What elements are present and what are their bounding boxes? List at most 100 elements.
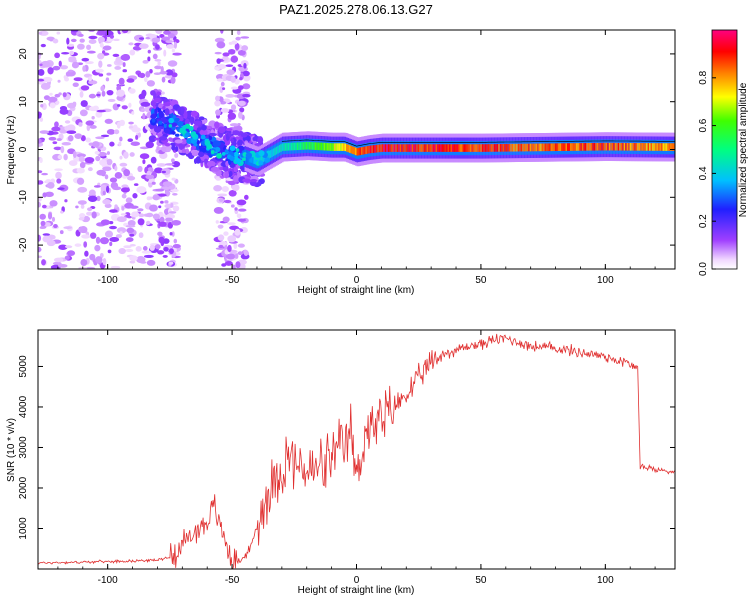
spectrogram-noise-blob [120, 54, 131, 61]
spectrogram-transition-blob [154, 108, 158, 115]
spectrogram-noise-blob [146, 220, 151, 225]
spectrogram-noise-blob [107, 249, 112, 254]
spectrogram-noise-blob [140, 101, 151, 107]
spectrogram-transition-blob [159, 136, 167, 141]
spectrogram-noise-blob [214, 51, 222, 55]
spectrogram-noise-blob [52, 261, 62, 266]
spectrogram-noise-blob [88, 80, 98, 85]
spectrogram-noise-blob [78, 122, 83, 127]
spectrogram-ridge-blob [204, 140, 211, 146]
spectrogram-noise-blob [38, 170, 43, 174]
spectrogram-transition-blob [204, 148, 212, 154]
spectrogram-noise-blob [42, 235, 51, 243]
spectrogram-noise-blob [142, 246, 148, 251]
spectrogram-noise-blob [38, 78, 45, 82]
colorbar-tick-label: 0.8 [698, 70, 709, 84]
spectrogram-noise-blob [163, 49, 167, 57]
spectrogram-noise-blob [119, 162, 128, 167]
spectrogram-noise-blob [72, 151, 77, 159]
spectrogram-ridge-blob [186, 138, 193, 145]
spectrogram-ridge-blob [168, 124, 173, 128]
spectrogram-transition-blob [237, 139, 243, 146]
spectrogram-noise-blob [40, 60, 51, 68]
spectrogram-noise-blob [78, 216, 85, 221]
spectrogram-noise-blob [124, 212, 131, 218]
spectrogram-noise-blob [222, 52, 230, 57]
spectrogram-noise-blob [149, 204, 158, 212]
spectrogram-noise-blob [216, 78, 224, 82]
spectrogram-noise-blob [157, 60, 161, 67]
spectrogram-noise-blob [215, 220, 219, 224]
spectrogram-noise-blob [64, 245, 73, 249]
spectrogram-noise-blob [149, 244, 155, 251]
spectrogram-noise-blob [123, 151, 129, 159]
spectrogram-noise-blob [162, 254, 168, 258]
spectrogram-noise-blob [74, 133, 83, 140]
spectrogram-transition-blob [175, 146, 179, 152]
spectrogram-noise-blob [118, 141, 122, 147]
spectrogram-noise-blob [173, 41, 178, 49]
spectrogram-noise-blob [78, 156, 85, 163]
spectrogram-noise-blob [79, 226, 88, 234]
spectrogram-noise-blob [38, 201, 42, 208]
spectrogram-noise-blob [73, 77, 83, 82]
spectrogram-transition-blob [203, 158, 209, 164]
colorbar-label: Normalized spectral amplitude [738, 82, 749, 217]
colorbar-gradient [711, 29, 738, 270]
spectrogram-noise-blob [58, 244, 68, 250]
spectrogram-noise-blob [214, 37, 225, 43]
spectrogram-noise-blob [120, 213, 127, 216]
spectrogram-noise-blob [135, 135, 139, 140]
spectrogram-noise-blob [213, 185, 223, 192]
spectrogram-noise-blob [66, 37, 70, 45]
spectrogram-noise-blob [81, 234, 91, 239]
snr-frame [37, 329, 676, 570]
spectrogram-noise-blob [102, 45, 112, 51]
chart-title: PAZ1.2025.278.06.13.G27 [279, 2, 433, 17]
spectrogram-noise-blob [165, 40, 174, 44]
spectrogram-noise-blob [89, 232, 97, 239]
spectrogram-noise-blob [100, 85, 105, 92]
spectrogram-noise-blob [123, 245, 132, 249]
spectrogram-noise-blob [146, 212, 154, 218]
spectrogram-noise-blob [40, 104, 44, 108]
spectrogram-noise-blob [61, 51, 70, 55]
spectrogram-noise-blob [234, 207, 238, 211]
spectrogram-noise-blob [222, 216, 230, 223]
spectrogram-noise-blob [149, 196, 153, 200]
spectrogram-noise-blob [235, 261, 241, 269]
spectrogram-noise-blob [167, 60, 178, 67]
spectrogram-noise-blob [69, 50, 75, 56]
spectrogram-noise-blob [222, 55, 229, 61]
spectrogram-noise-blob [88, 39, 97, 45]
spectrogram-noise-blob [141, 108, 145, 113]
spectrogram-noise-blob [237, 85, 244, 90]
spectrogram-noise-blob [114, 172, 123, 179]
spectrogram-noise-blob [230, 55, 239, 63]
spectrogram-noise-blob [39, 130, 50, 134]
spectrogram-noise-blob [142, 59, 149, 64]
spectrogram-x-ticks: -100 -50 0 50 100 [57, 30, 656, 286]
spectrogram-noise-blob [154, 167, 164, 174]
spectrogram-noise-blob [238, 111, 243, 119]
spectrogram-noise-blob [110, 265, 121, 269]
spectrogram-transition-blob [151, 118, 156, 123]
spectrogram-transition-blob [197, 151, 205, 157]
spectrogram-noise-blob [158, 205, 162, 209]
spectrogram-noise-blob [129, 205, 139, 209]
spectrogram-transition-blob [218, 131, 224, 138]
spectrogram-transition-blob [148, 135, 157, 143]
spectrogram-noise-blob [96, 93, 101, 97]
spectrogram-noise-blob [85, 61, 94, 65]
spectrogram-noise-blob [39, 213, 46, 220]
spectrogram-transition-blob [193, 158, 198, 164]
spectrogram-noise-blob [70, 38, 77, 43]
spectrogram-noise-blob [80, 85, 90, 91]
y-tick-label: 5000 [18, 355, 29, 378]
spectrogram-noise-blob [58, 60, 62, 67]
spectrogram-noise-blob [96, 169, 107, 176]
snr-y-ticks: 1000 2000 3000 4000 5000 [18, 355, 675, 540]
spectrogram-noise-blob [96, 30, 106, 36]
spectrogram-transition-blob [235, 136, 241, 140]
